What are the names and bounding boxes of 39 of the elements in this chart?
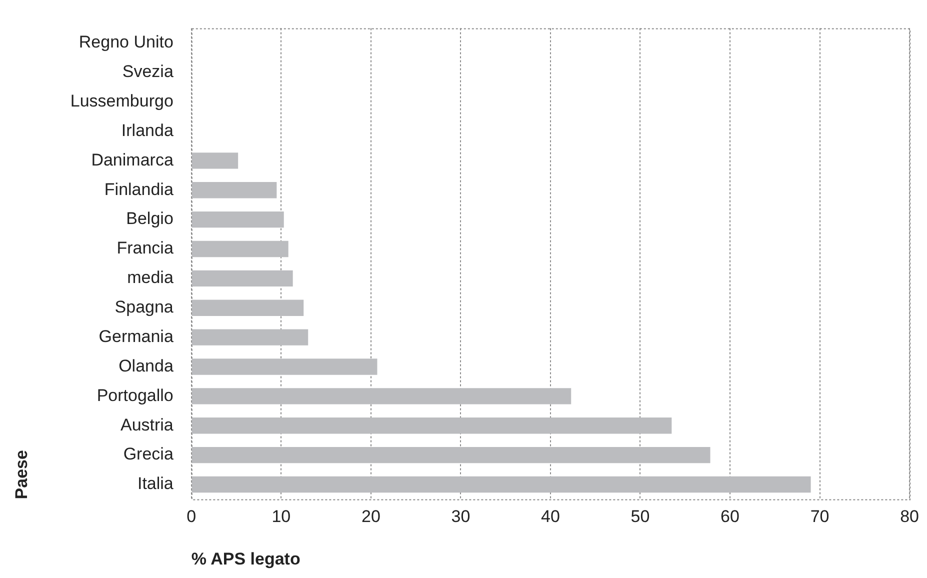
x-tick-label: 20: [361, 507, 380, 526]
y-tick-label: Irlanda: [121, 120, 174, 140]
x-tick-label: 10: [272, 507, 291, 526]
y-tick-label: Olanda: [118, 356, 174, 376]
bar: [192, 388, 572, 404]
bar: [192, 476, 811, 493]
x-tick-label: 40: [541, 507, 560, 526]
bar: [192, 211, 284, 228]
y-tick-label: Svezia: [122, 62, 174, 82]
y-tick-label: Austria: [120, 415, 174, 434]
x-tick-label: 30: [451, 507, 470, 526]
y-tick-label: Germania: [98, 326, 174, 346]
bar: [192, 270, 293, 287]
bar: [192, 152, 238, 169]
bar: [192, 446, 710, 464]
y-tick-label: Francia: [116, 238, 174, 258]
x-axis-title: % APS legato: [191, 549, 300, 568]
y-tick-label: Lussemburgo: [70, 91, 174, 110]
x-tick-label: 70: [810, 507, 830, 526]
x-tick-label: 80: [900, 507, 920, 526]
bar: [192, 240, 288, 258]
y-tick-label: Portogallo: [96, 386, 174, 405]
x-tick-label: 50: [630, 507, 650, 526]
y-axis-title: Paese: [12, 450, 31, 500]
x-tick-label: 0: [186, 507, 196, 526]
y-tick-label: media: [127, 268, 174, 288]
x-tick-label: 60: [720, 507, 740, 526]
y-tick-label: Belgio: [126, 209, 174, 228]
y-tick-label: Grecia: [123, 444, 174, 464]
y-tick-label: Regno Unito: [78, 32, 174, 52]
bar: [192, 182, 277, 198]
y-tick-label: Finlandia: [104, 180, 174, 199]
y-tick-label: Danimarca: [91, 150, 174, 170]
y-tick-label: Spagna: [114, 298, 174, 317]
bar: [192, 418, 672, 434]
bar: [192, 329, 308, 346]
y-tick-label: Italia: [137, 474, 174, 494]
bar: [192, 358, 378, 375]
bar: [192, 300, 304, 316]
